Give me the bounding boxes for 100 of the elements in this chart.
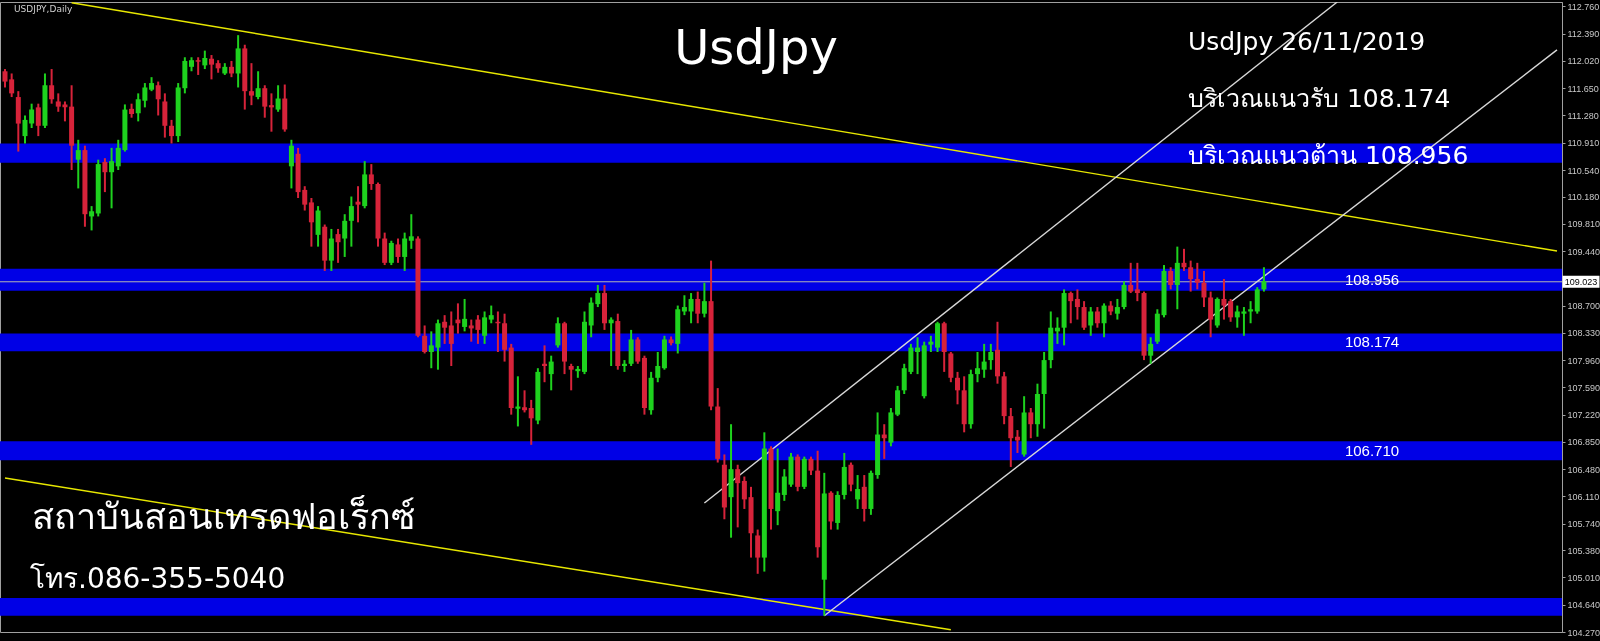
ref-line-label: 109.023 bbox=[1564, 276, 1598, 287]
y-tick-label: 106.110 bbox=[1567, 491, 1600, 502]
candlestick bbox=[528, 398, 534, 446]
candlestick bbox=[248, 62, 254, 107]
candlestick bbox=[348, 195, 354, 248]
candlestick bbox=[368, 163, 374, 191]
candlestick bbox=[681, 294, 687, 317]
candlestick bbox=[1074, 288, 1080, 321]
candlestick bbox=[1081, 300, 1087, 331]
y-tick-label: 108.330 bbox=[1567, 328, 1600, 339]
candlestick bbox=[1228, 297, 1234, 323]
y-tick-label: 106.850 bbox=[1567, 437, 1600, 448]
candlestick bbox=[355, 185, 361, 224]
y-tick-label: 104.640 bbox=[1567, 600, 1600, 611]
candlestick bbox=[268, 92, 274, 133]
candlestick bbox=[1248, 300, 1254, 325]
candlestick bbox=[1181, 247, 1187, 272]
candlestick bbox=[701, 281, 707, 319]
candlestick bbox=[695, 290, 701, 325]
candlestick bbox=[342, 213, 348, 258]
candlestick bbox=[1134, 261, 1140, 303]
candlestick bbox=[1221, 278, 1227, 321]
candlestick bbox=[395, 237, 401, 264]
candlestick bbox=[275, 84, 281, 113]
candlestick bbox=[288, 138, 294, 190]
candlestick bbox=[975, 351, 980, 384]
candlestick bbox=[808, 455, 814, 477]
candlestick bbox=[1254, 286, 1260, 315]
annotation: UsdJpy 26/11/2019 bbox=[1188, 27, 1426, 56]
y-tick-label: 105.740 bbox=[1567, 519, 1600, 530]
candlestick bbox=[1128, 261, 1134, 295]
candlestick bbox=[202, 49, 208, 71]
candlestick bbox=[408, 213, 414, 250]
candlestick bbox=[75, 138, 81, 190]
candlestick bbox=[462, 297, 468, 333]
candlestick bbox=[328, 227, 334, 272]
candlestick bbox=[442, 314, 448, 345]
candlestick bbox=[9, 72, 15, 99]
y-tick-label: 111.280 bbox=[1567, 110, 1599, 121]
y-tick-label: 112.020 bbox=[1567, 56, 1600, 67]
candlestick bbox=[255, 70, 261, 101]
y-tick-label: 110.180 bbox=[1567, 192, 1600, 203]
candlestick bbox=[855, 474, 861, 510]
y-tick-label: 107.960 bbox=[1567, 355, 1600, 366]
y-tick-label: 109.440 bbox=[1567, 246, 1600, 257]
candlestick bbox=[262, 84, 268, 119]
y-tick-label: 105.380 bbox=[1567, 545, 1600, 556]
candlestick bbox=[308, 197, 314, 248]
candlestick bbox=[482, 310, 488, 345]
candlestick bbox=[448, 310, 454, 367]
candlestick bbox=[741, 475, 747, 510]
candlestick bbox=[755, 528, 761, 575]
y-tick-label: 112.390 bbox=[1567, 29, 1600, 40]
candlestick bbox=[22, 114, 28, 145]
candlestick bbox=[208, 54, 214, 81]
candlestick bbox=[1201, 269, 1207, 309]
y-tick-label: 107.590 bbox=[1567, 382, 1600, 393]
y-tick-label: 110.540 bbox=[1567, 165, 1600, 176]
candlestick bbox=[848, 461, 854, 493]
candlestick bbox=[655, 351, 661, 384]
candlestick bbox=[1028, 407, 1034, 440]
annotation: USDJPY,Daily bbox=[14, 4, 73, 14]
candlestick bbox=[102, 157, 108, 194]
candlestick bbox=[89, 205, 95, 232]
candlestick bbox=[29, 102, 35, 129]
y-tick-label: 104.270 bbox=[1567, 627, 1600, 638]
band-label: 108.174 bbox=[1344, 333, 1400, 351]
candlestick bbox=[955, 370, 961, 406]
candlestick bbox=[2, 68, 8, 89]
candlestick bbox=[388, 239, 394, 267]
candlestick bbox=[861, 474, 867, 523]
candlestick bbox=[735, 463, 741, 529]
band-label: 106.710 bbox=[1344, 441, 1400, 459]
candlestick bbox=[1168, 266, 1174, 291]
candlestick bbox=[915, 336, 921, 376]
candlestick bbox=[1121, 280, 1127, 311]
candlestick bbox=[688, 292, 694, 325]
candlestick bbox=[195, 56, 201, 76]
candlestick bbox=[1088, 306, 1094, 337]
candlestick bbox=[775, 447, 781, 527]
y-tick-label: 111.650 bbox=[1567, 83, 1599, 94]
candlestick bbox=[548, 354, 554, 392]
candlestick bbox=[635, 336, 641, 365]
y-tick-label: 109.810 bbox=[1567, 219, 1600, 230]
candlestick bbox=[1008, 407, 1014, 468]
y-tick-label: 110.910 bbox=[1567, 138, 1600, 149]
candlestick bbox=[522, 389, 528, 414]
chart-title: UsdJpy bbox=[674, 19, 838, 75]
y-tick-label: 106.480 bbox=[1567, 464, 1600, 475]
candlestick bbox=[422, 324, 428, 355]
candlestick bbox=[49, 68, 55, 105]
candlestick bbox=[981, 342, 987, 379]
candlestick bbox=[1101, 302, 1107, 339]
y-tick-label: 108.700 bbox=[1567, 301, 1600, 312]
candlestick bbox=[155, 80, 161, 117]
candlestick bbox=[1208, 290, 1214, 339]
candlestick bbox=[402, 231, 408, 272]
candlestick bbox=[1114, 297, 1120, 321]
y-tick-label: 107.220 bbox=[1567, 410, 1600, 421]
candlestick bbox=[1068, 290, 1074, 325]
